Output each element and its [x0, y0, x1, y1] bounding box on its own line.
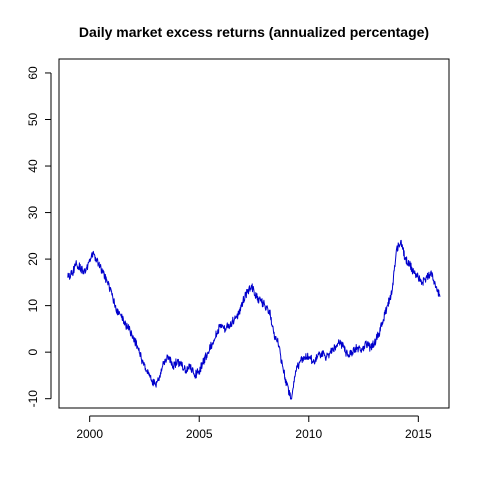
- y-tick-label: 20: [26, 252, 40, 266]
- y-tick-label: -10: [26, 390, 40, 408]
- y-tick-label: 50: [26, 112, 40, 126]
- y-tick-label: 10: [26, 299, 40, 313]
- chart-title: Daily market excess returns (annualized …: [79, 24, 429, 40]
- x-tick-label: 2005: [186, 427, 213, 441]
- plot-frame: [58, 58, 450, 409]
- y-tick-label: 30: [26, 206, 40, 220]
- excess-returns-line: [67, 239, 441, 400]
- y-tick-label: 0: [26, 349, 40, 356]
- x-tick-label: 2000: [76, 427, 103, 441]
- x-tick-label: 2010: [295, 427, 322, 441]
- y-tick-label: 60: [26, 66, 40, 80]
- x-tick-label: 2015: [405, 427, 432, 441]
- y-tick-label: 40: [26, 159, 40, 173]
